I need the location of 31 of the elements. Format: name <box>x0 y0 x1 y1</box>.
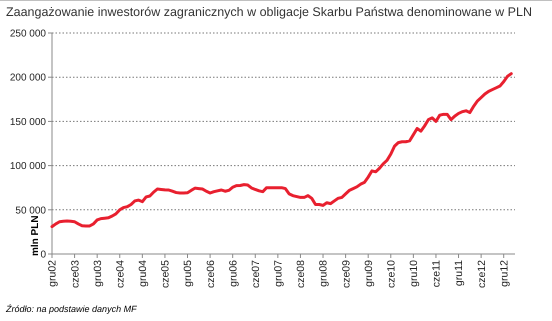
y-tick-label: 200 000 <box>10 72 46 84</box>
x-tick-label: cze08 <box>295 260 308 288</box>
y-tick-label: 100 000 <box>10 161 46 172</box>
x-tick-label: gru09 <box>362 260 375 287</box>
text: Źródło: na podstawie danych MF <box>5 304 138 314</box>
x-tick-label: gru03 <box>92 260 104 287</box>
x-tick-label: cze06 <box>204 260 217 288</box>
x-tick-label: cze09 <box>340 260 352 288</box>
x-tick-label: cze03 <box>69 260 82 288</box>
x-tick-label: gru10 <box>408 260 420 287</box>
x-tick-label: cze11 <box>430 260 443 288</box>
y-tick-label: 50 000 <box>15 205 46 216</box>
x-tick-label: cze04 <box>114 260 126 288</box>
x-tick-label: gru08 <box>318 260 330 287</box>
x-tick-label: gru07 <box>272 260 285 287</box>
y-tick-label: 250 000 <box>10 28 46 40</box>
x-tick-label: cze10 <box>385 260 398 288</box>
x-tick-label: gru04 <box>137 260 150 287</box>
x-tick-label: gru06 <box>227 260 240 287</box>
x-tick-label: cze05 <box>160 260 172 288</box>
line-series <box>50 72 513 228</box>
x-tick-label: gru05 <box>182 260 194 287</box>
y-tick-label: 0 <box>40 250 46 260</box>
x-tick-label: gru11 <box>453 260 466 286</box>
x-tick-label: gru02 <box>46 260 59 287</box>
x-tick-label: gru12 <box>498 260 510 287</box>
y-tick-label: 150 000 <box>10 116 46 128</box>
chart-title: Zaangażowanie inwestorów zagranicznych w obligacje Skarbu Państwa denominowane w PLN <box>6 5 532 19</box>
x-tick-label: cze07 <box>250 260 262 288</box>
x-tick-label: cze12 <box>476 260 488 288</box>
y-axis-title: mln PLN <box>30 215 41 256</box>
